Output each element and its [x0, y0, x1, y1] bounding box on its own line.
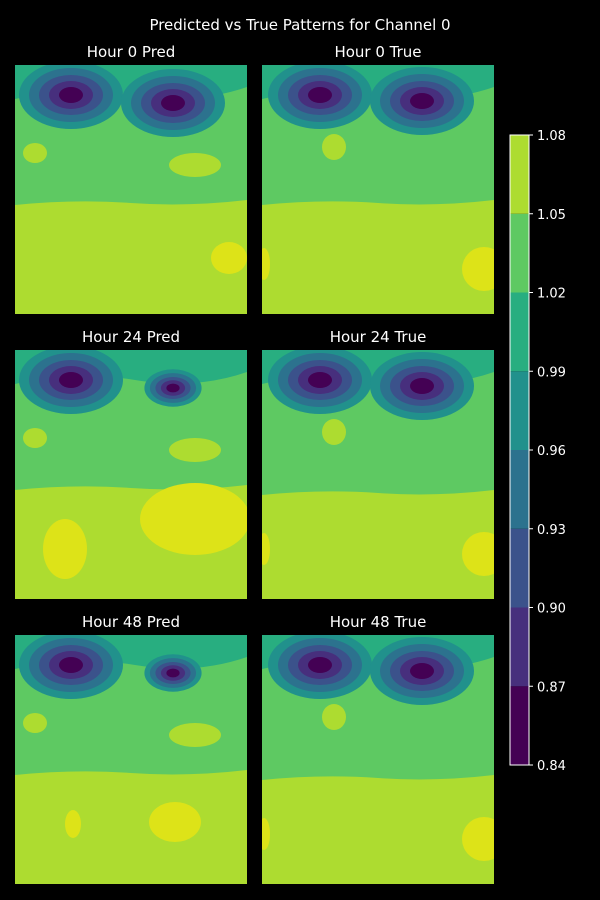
- field-lower: [262, 775, 494, 884]
- panel-title: Hour 0 True: [334, 43, 421, 61]
- colorbar-tick-label: 1.02: [537, 287, 566, 302]
- field-lower: [15, 200, 247, 314]
- panel-title: Hour 0 Pred: [87, 43, 176, 61]
- colorbar-tick-label: 0.87: [537, 680, 566, 695]
- field-lower: [262, 490, 494, 599]
- colorbar-segment: [510, 213, 529, 293]
- colorbar-tick-label: 1.05: [537, 208, 566, 223]
- high-blob: [462, 817, 494, 861]
- high-blob: [262, 533, 270, 565]
- high-blob: [140, 483, 247, 555]
- panel-pred: [15, 65, 247, 314]
- panel-title: Hour 48 Pred: [82, 613, 180, 631]
- colorbar-segment: [510, 686, 529, 765]
- contour-ring: [166, 383, 180, 393]
- high-blob: [43, 519, 87, 579]
- mid-blob: [23, 713, 47, 733]
- colorbar-tick-label: 0.99: [537, 365, 566, 380]
- high-blob: [262, 818, 270, 850]
- colorbar-segment: [510, 607, 529, 687]
- high-blob: [211, 242, 247, 274]
- contour-ring: [166, 668, 180, 678]
- contour-ring: [59, 87, 83, 103]
- contour-ring: [59, 657, 83, 673]
- mid-blob: [169, 723, 221, 747]
- mid-blob: [322, 134, 346, 160]
- mid-blob: [23, 428, 47, 448]
- colorbar-tick-label: 0.84: [537, 759, 566, 774]
- high-blob: [462, 247, 494, 291]
- high-blob: [262, 248, 270, 280]
- panel-pred: [15, 350, 247, 599]
- mid-blob: [322, 419, 346, 445]
- contour-ring: [308, 657, 332, 673]
- panel-title: Hour 24 True: [330, 328, 427, 346]
- field-lower: [262, 200, 494, 314]
- colorbar-segment: [510, 292, 529, 372]
- contour-ring: [308, 372, 332, 388]
- panel-pred: [15, 635, 247, 884]
- colorbar-tick-label: 0.93: [537, 523, 566, 538]
- panel-true: [262, 350, 494, 599]
- mid-blob: [169, 438, 221, 462]
- colorbar-tick-label: 1.08: [537, 129, 566, 144]
- colorbar-segment: [510, 528, 529, 608]
- colorbar-segment: [510, 135, 529, 214]
- contour-ring: [161, 95, 185, 111]
- field-lower: [15, 770, 247, 884]
- contour-ring: [410, 93, 434, 109]
- panel-title: Hour 24 Pred: [82, 328, 180, 346]
- panel-true: [262, 635, 494, 884]
- colorbar: 0.84 0.87 0.90 0.93 0.96 0.99 1.02 1.05 1.08: [509, 129, 566, 774]
- high-blob: [462, 532, 494, 576]
- figure-title: Predicted vs True Patterns for Channel 0: [149, 16, 450, 34]
- contour-ring: [59, 372, 83, 388]
- panel-true: [262, 65, 494, 314]
- panel-grid: Hour 0 Pred Hour 0 True Hour 24 Pred Hour 2…: [15, 43, 494, 884]
- contour-ring: [410, 378, 434, 394]
- colorbar-segment: [510, 371, 529, 450]
- contour-ring: [308, 87, 332, 103]
- mid-blob: [169, 153, 221, 177]
- mid-blob: [23, 143, 47, 163]
- panel-title: Hour 48 True: [330, 613, 427, 631]
- contour-ring: [410, 663, 434, 679]
- high-blob: [65, 810, 81, 838]
- mid-blob: [322, 704, 346, 730]
- high-blob: [149, 802, 201, 842]
- colorbar-tick-label: 0.96: [537, 444, 566, 459]
- colorbar-segment: [510, 450, 529, 529]
- colorbar-tick-label: 0.90: [537, 602, 566, 617]
